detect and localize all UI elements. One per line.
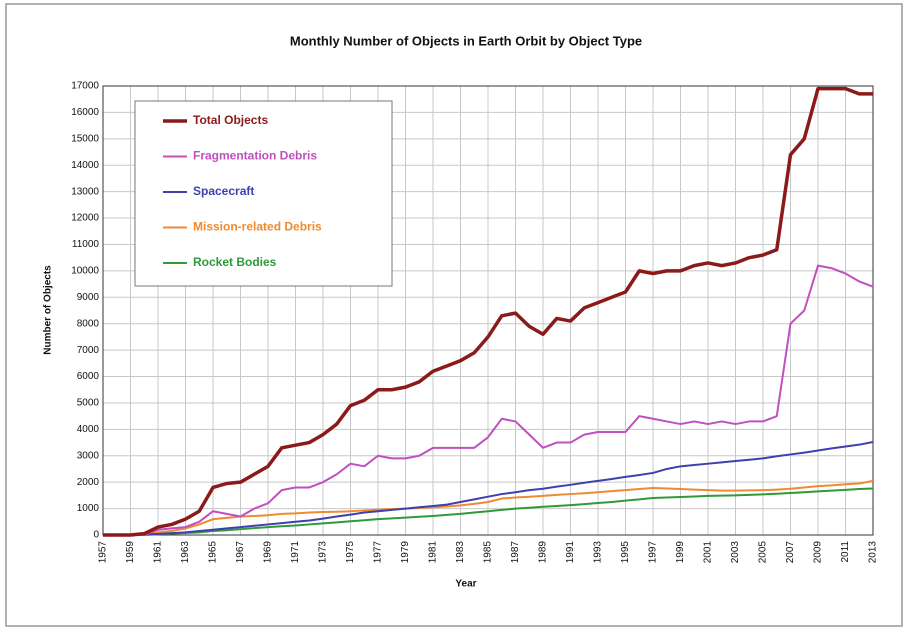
legend-label: Rocket Bodies [193,255,277,269]
y-tick-label: 0 [93,530,99,541]
x-tick-label: 2001 [703,541,714,564]
y-tick-label: 1000 [77,503,100,514]
x-tick-label: 1967 [235,541,246,564]
x-tick-label: 1957 [98,541,109,564]
x-tick-label: 2013 [868,541,879,564]
x-tick-label: 1963 [180,541,191,564]
y-tick-label: 3000 [77,450,100,461]
legend-label: Mission-related Debris [193,220,322,234]
x-tick-label: 1989 [538,541,549,564]
x-tick-label: 1973 [318,541,329,564]
x-tick-label: 1959 [125,541,136,564]
y-tick-label: 5000 [77,398,100,409]
y-tick-label: 12000 [71,213,99,224]
x-tick-label: 1979 [400,541,411,564]
x-tick-label: 2007 [785,541,796,564]
y-tick-label: 17000 [71,81,99,92]
x-tick-label: 1987 [510,541,521,564]
y-tick-label: 15000 [71,133,99,144]
legend-label: Fragmentation Debris [193,149,317,163]
y-tick-label: 7000 [77,345,100,356]
x-tick-label: 2009 [813,541,824,564]
y-tick-label: 10000 [71,266,99,277]
x-axis-title: Year [455,579,476,590]
plot-area [102,85,874,536]
x-tick-label: 1995 [620,541,631,564]
series-line [103,487,874,536]
series-line [103,86,873,537]
legend-label: Spacecraft [193,184,254,198]
x-tick-label: 1991 [565,541,576,564]
y-tick-label: 8000 [77,318,100,329]
y-tick-label: 11000 [72,239,100,250]
x-tick-label: 1969 [263,541,274,564]
legend-box [134,100,393,287]
x-tick-label: 1999 [675,541,686,564]
series-line [102,441,874,536]
x-tick-label: 1971 [290,541,301,564]
series-line [103,479,874,536]
y-tick-label: 6000 [77,371,100,382]
y-axis-title: Number of Objects [43,265,54,355]
y-tick-label: 14000 [71,160,99,171]
y-tick-label: 13000 [71,186,99,197]
legend-label: Total Objects [193,113,268,127]
x-tick-label: 2003 [730,541,741,564]
y-tick-label: 2000 [77,477,100,488]
x-tick-label: 1977 [373,541,384,564]
x-tick-label: 1975 [345,541,356,564]
x-tick-label: 1993 [593,541,604,564]
x-tick-label: 1985 [483,541,494,564]
chart-title: Monthly Number of Objects in Earth Orbit… [290,33,642,48]
x-tick-label: 2005 [758,541,769,564]
x-tick-label: 1981 [428,541,439,564]
x-tick-label: 2011 [840,541,851,563]
x-tick-label: 1983 [455,541,466,564]
x-tick-label: 1965 [208,541,219,564]
y-tick-label: 4000 [77,424,100,435]
y-tick-label: 9000 [77,292,100,303]
series-line [103,264,874,536]
x-tick-label: 1997 [648,541,659,564]
y-tick-label: 16000 [71,107,99,118]
x-tick-label: 1961 [153,541,164,564]
